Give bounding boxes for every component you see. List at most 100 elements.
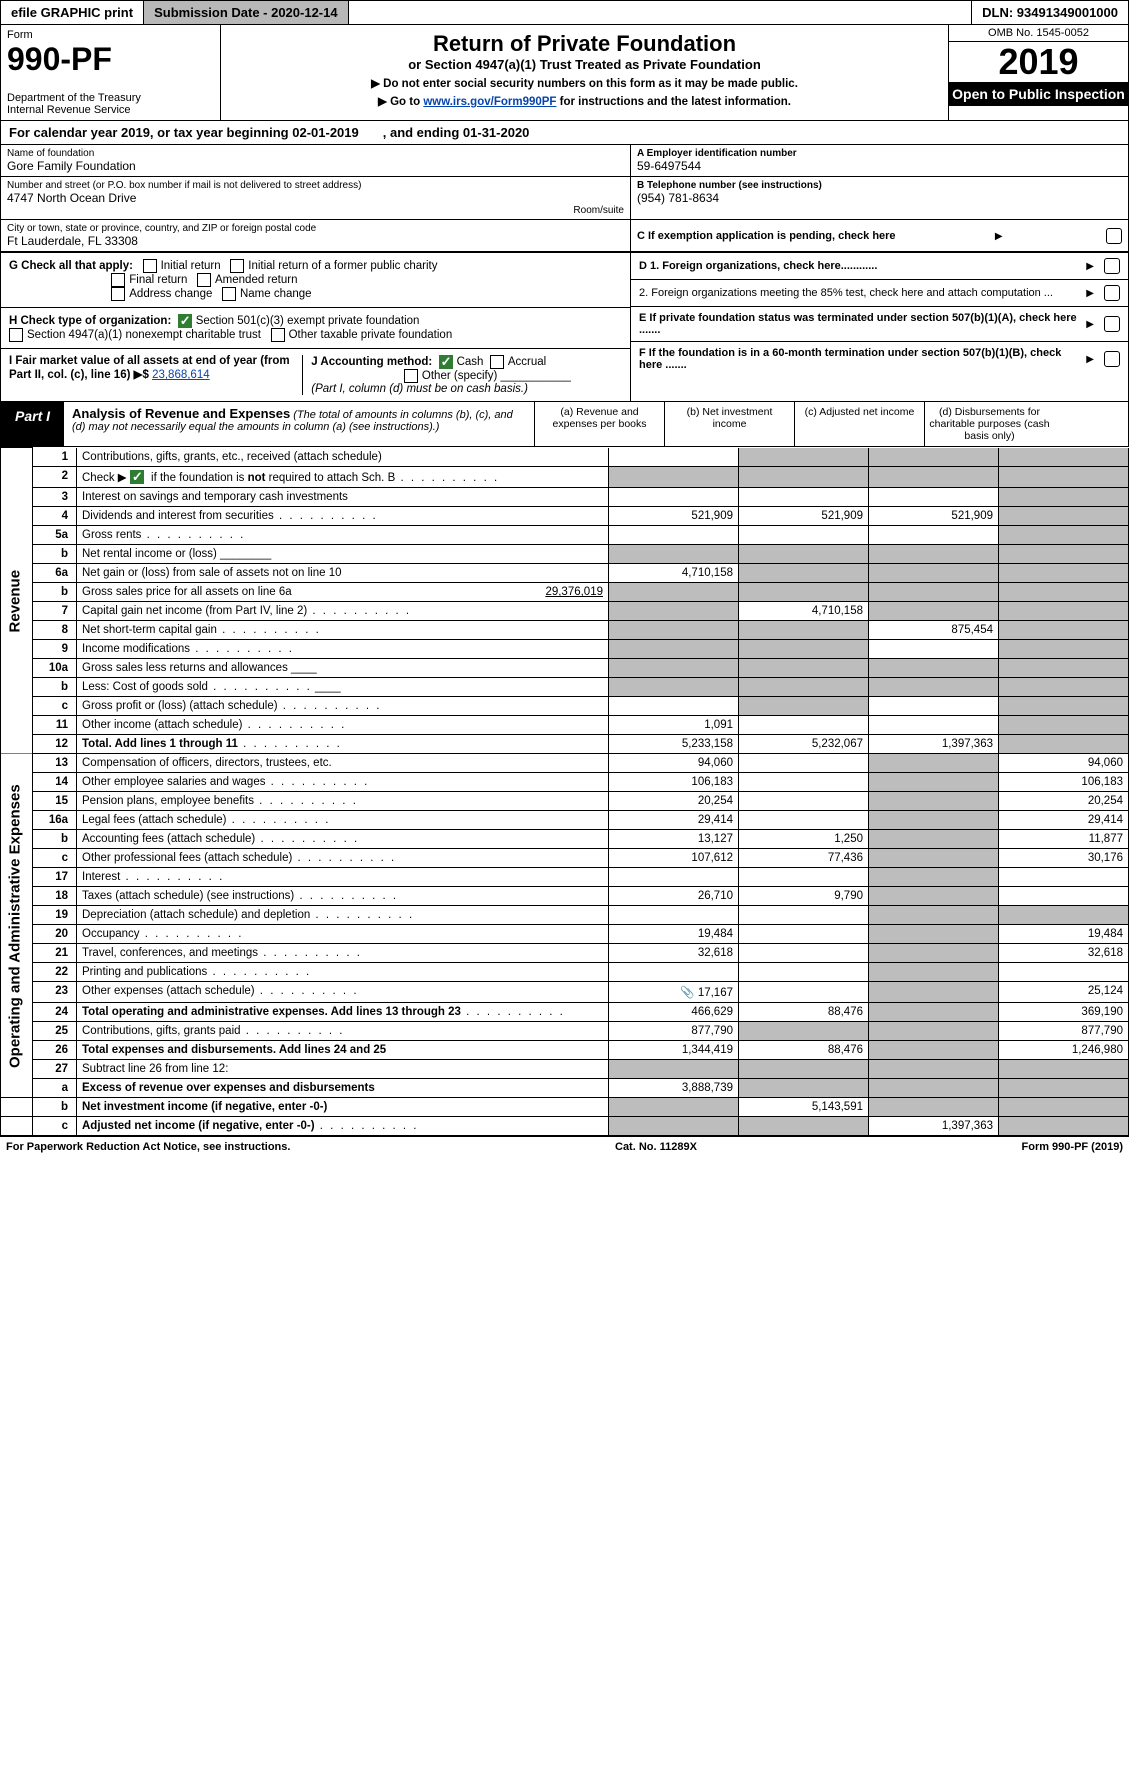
table-row: 14Other employee salaries and wages106,1…	[1, 773, 1129, 792]
open-inspection: Open to Public Inspection	[949, 82, 1128, 106]
table-row: 3Interest on savings and temporary cash …	[1, 488, 1129, 507]
table-row: 15Pension plans, employee benefits20,254…	[1, 792, 1129, 811]
c-checkbox[interactable]	[1106, 228, 1122, 244]
name-change-checkbox[interactable]	[222, 287, 236, 301]
table-row: 23Other expenses (attach schedule)📎 17,1…	[1, 982, 1129, 1003]
ssn-warning: ▶ Do not enter social security numbers o…	[229, 76, 940, 90]
addr-change-checkbox[interactable]	[111, 287, 125, 301]
cash-checkbox[interactable]	[439, 355, 453, 369]
irs-label: Internal Revenue Service	[7, 104, 214, 116]
table-row: bGross sales price for all assets on lin…	[1, 583, 1129, 602]
instructions-link[interactable]: www.irs.gov/Form990PF	[423, 96, 556, 108]
table-row: 6aNet gain or (loss) from sale of assets…	[1, 564, 1129, 583]
accrual-checkbox[interactable]	[490, 355, 504, 369]
line-6b-inline: 29,376,019	[545, 586, 603, 598]
e-checkbox[interactable]	[1104, 316, 1120, 332]
form-header: Form 990-PF Department of the Treasury I…	[0, 25, 1129, 121]
f-checkbox[interactable]	[1104, 351, 1120, 367]
page-footer: For Paperwork Reduction Act Notice, see …	[0, 1136, 1129, 1157]
table-row: bNet rental income or (loss) ________	[1, 545, 1129, 564]
form-subtitle: or Section 4947(a)(1) Trust Treated as P…	[229, 57, 940, 72]
check-section: G Check all that apply: Initial return I…	[0, 253, 1129, 402]
table-row: 12Total. Add lines 1 through 115,233,158…	[1, 735, 1129, 754]
other-taxable-checkbox[interactable]	[271, 328, 285, 342]
form-label: Form	[7, 29, 214, 41]
top-bar: efile GRAPHIC print Submission Date - 20…	[0, 0, 1129, 25]
city-value: Ft Lauderdale, FL 33308	[7, 234, 624, 248]
exemption-pending: C If exemption application is pending, c…	[637, 230, 896, 242]
part1-tag: Part I	[1, 402, 64, 446]
attachment-icon[interactable]: 📎	[680, 987, 694, 999]
tax-period-row: For calendar year 2019, or tax year begi…	[0, 121, 1129, 145]
dept-treasury: Department of the Treasury	[7, 92, 214, 104]
period-begin: 02-01-2019	[292, 125, 359, 140]
fmv-value[interactable]: 23,868,614	[152, 369, 210, 381]
ein-label: A Employer identification number	[637, 148, 797, 159]
opex-side-label: Operating and Administrative Expenses	[1, 754, 33, 1098]
initial-former-checkbox[interactable]	[230, 259, 244, 273]
table-row: cAdjusted net income (if negative, enter…	[1, 1117, 1129, 1136]
table-row: 26Total expenses and disbursements. Add …	[1, 1041, 1129, 1060]
foundation-name: Gore Family Foundation	[7, 159, 624, 173]
table-row: 27Subtract line 26 from line 12:	[1, 1060, 1129, 1079]
table-row: aExcess of revenue over expenses and dis…	[1, 1079, 1129, 1098]
part1-table: Revenue 1 Contributions, gifts, grants, …	[0, 447, 1129, 1136]
sch-b-checkbox[interactable]	[130, 470, 144, 484]
addr-label: Number and street (or P.O. box number if…	[7, 180, 624, 191]
g-row: G Check all that apply: Initial return I…	[1, 253, 630, 307]
table-row: 7Capital gain net income (from Part IV, …	[1, 602, 1129, 621]
4947-checkbox[interactable]	[9, 328, 23, 342]
table-row: 24Total operating and administrative exp…	[1, 1003, 1129, 1022]
table-row: 17Interest	[1, 868, 1129, 887]
phone-label: B Telephone number (see instructions)	[637, 180, 822, 191]
identity-block: Name of foundation Gore Family Foundatio…	[0, 145, 1129, 253]
table-row: 9Income modifications	[1, 640, 1129, 659]
other-method-checkbox[interactable]	[404, 369, 418, 383]
final-return-checkbox[interactable]	[111, 273, 125, 287]
table-row: 20Occupancy19,48419,484	[1, 925, 1129, 944]
table-row: bAccounting fees (attach schedule)13,127…	[1, 830, 1129, 849]
cat-no: Cat. No. 11289X	[615, 1141, 697, 1153]
amended-return-checkbox[interactable]	[197, 273, 211, 287]
period-end: 01-31-2020	[463, 125, 530, 140]
col-d-header: (d) Disbursements for charitable purpose…	[924, 402, 1054, 446]
submission-date: Submission Date - 2020-12-14	[144, 1, 349, 24]
tax-year: 2019	[949, 42, 1128, 82]
table-row: cOther professional fees (attach schedul…	[1, 849, 1129, 868]
table-row: 22Printing and publications	[1, 963, 1129, 982]
ein-value: 59-6497544	[637, 159, 1122, 173]
h-row: H Check type of organization: Section 50…	[1, 307, 630, 348]
col-a-header: (a) Revenue and expenses per books	[534, 402, 664, 446]
paperwork-notice: For Paperwork Reduction Act Notice, see …	[6, 1141, 290, 1153]
table-row: Revenue 1 Contributions, gifts, grants, …	[1, 448, 1129, 467]
name-label: Name of foundation	[7, 148, 624, 159]
revenue-side-label: Revenue	[1, 448, 33, 754]
501c3-checkbox[interactable]	[178, 314, 192, 328]
table-row: bLess: Cost of goods sold ____	[1, 678, 1129, 697]
table-row: 21Travel, conferences, and meetings32,61…	[1, 944, 1129, 963]
city-label: City or town, state or province, country…	[7, 223, 624, 234]
form-footer: Form 990-PF (2019)	[1022, 1141, 1123, 1153]
addr-value: 4747 North Ocean Drive	[7, 191, 624, 205]
col-b-header: (b) Net investment income	[664, 402, 794, 446]
table-row: 2Check ▶ if the foundation is not requir…	[1, 466, 1129, 488]
d2-checkbox[interactable]	[1104, 285, 1120, 301]
ij-row: I Fair market value of all assets at end…	[1, 348, 630, 401]
col-c-header: (c) Adjusted net income	[794, 402, 924, 446]
table-row: cGross profit or (loss) (attach schedule…	[1, 697, 1129, 716]
form-title: Return of Private Foundation	[229, 31, 940, 57]
table-row: Operating and Administrative Expenses 13…	[1, 754, 1129, 773]
table-row: 5aGross rents	[1, 526, 1129, 545]
table-row: 10aGross sales less returns and allowanc…	[1, 659, 1129, 678]
initial-return-checkbox[interactable]	[143, 259, 157, 273]
table-row: 19Depreciation (attach schedule) and dep…	[1, 906, 1129, 925]
table-row: bNet investment income (if negative, ent…	[1, 1098, 1129, 1117]
d-e-f-block: D 1. Foreign organizations, check here..…	[631, 253, 1128, 401]
efile-label: efile GRAPHIC print	[1, 1, 144, 24]
table-row: 25Contributions, gifts, grants paid877,7…	[1, 1022, 1129, 1041]
omb-number: OMB No. 1545-0052	[949, 25, 1128, 42]
table-row: 18Taxes (attach schedule) (see instructi…	[1, 887, 1129, 906]
d1-checkbox[interactable]	[1104, 258, 1120, 274]
table-row: 8Net short-term capital gain875,454	[1, 621, 1129, 640]
part1-header: Part I Analysis of Revenue and Expenses …	[0, 402, 1129, 447]
